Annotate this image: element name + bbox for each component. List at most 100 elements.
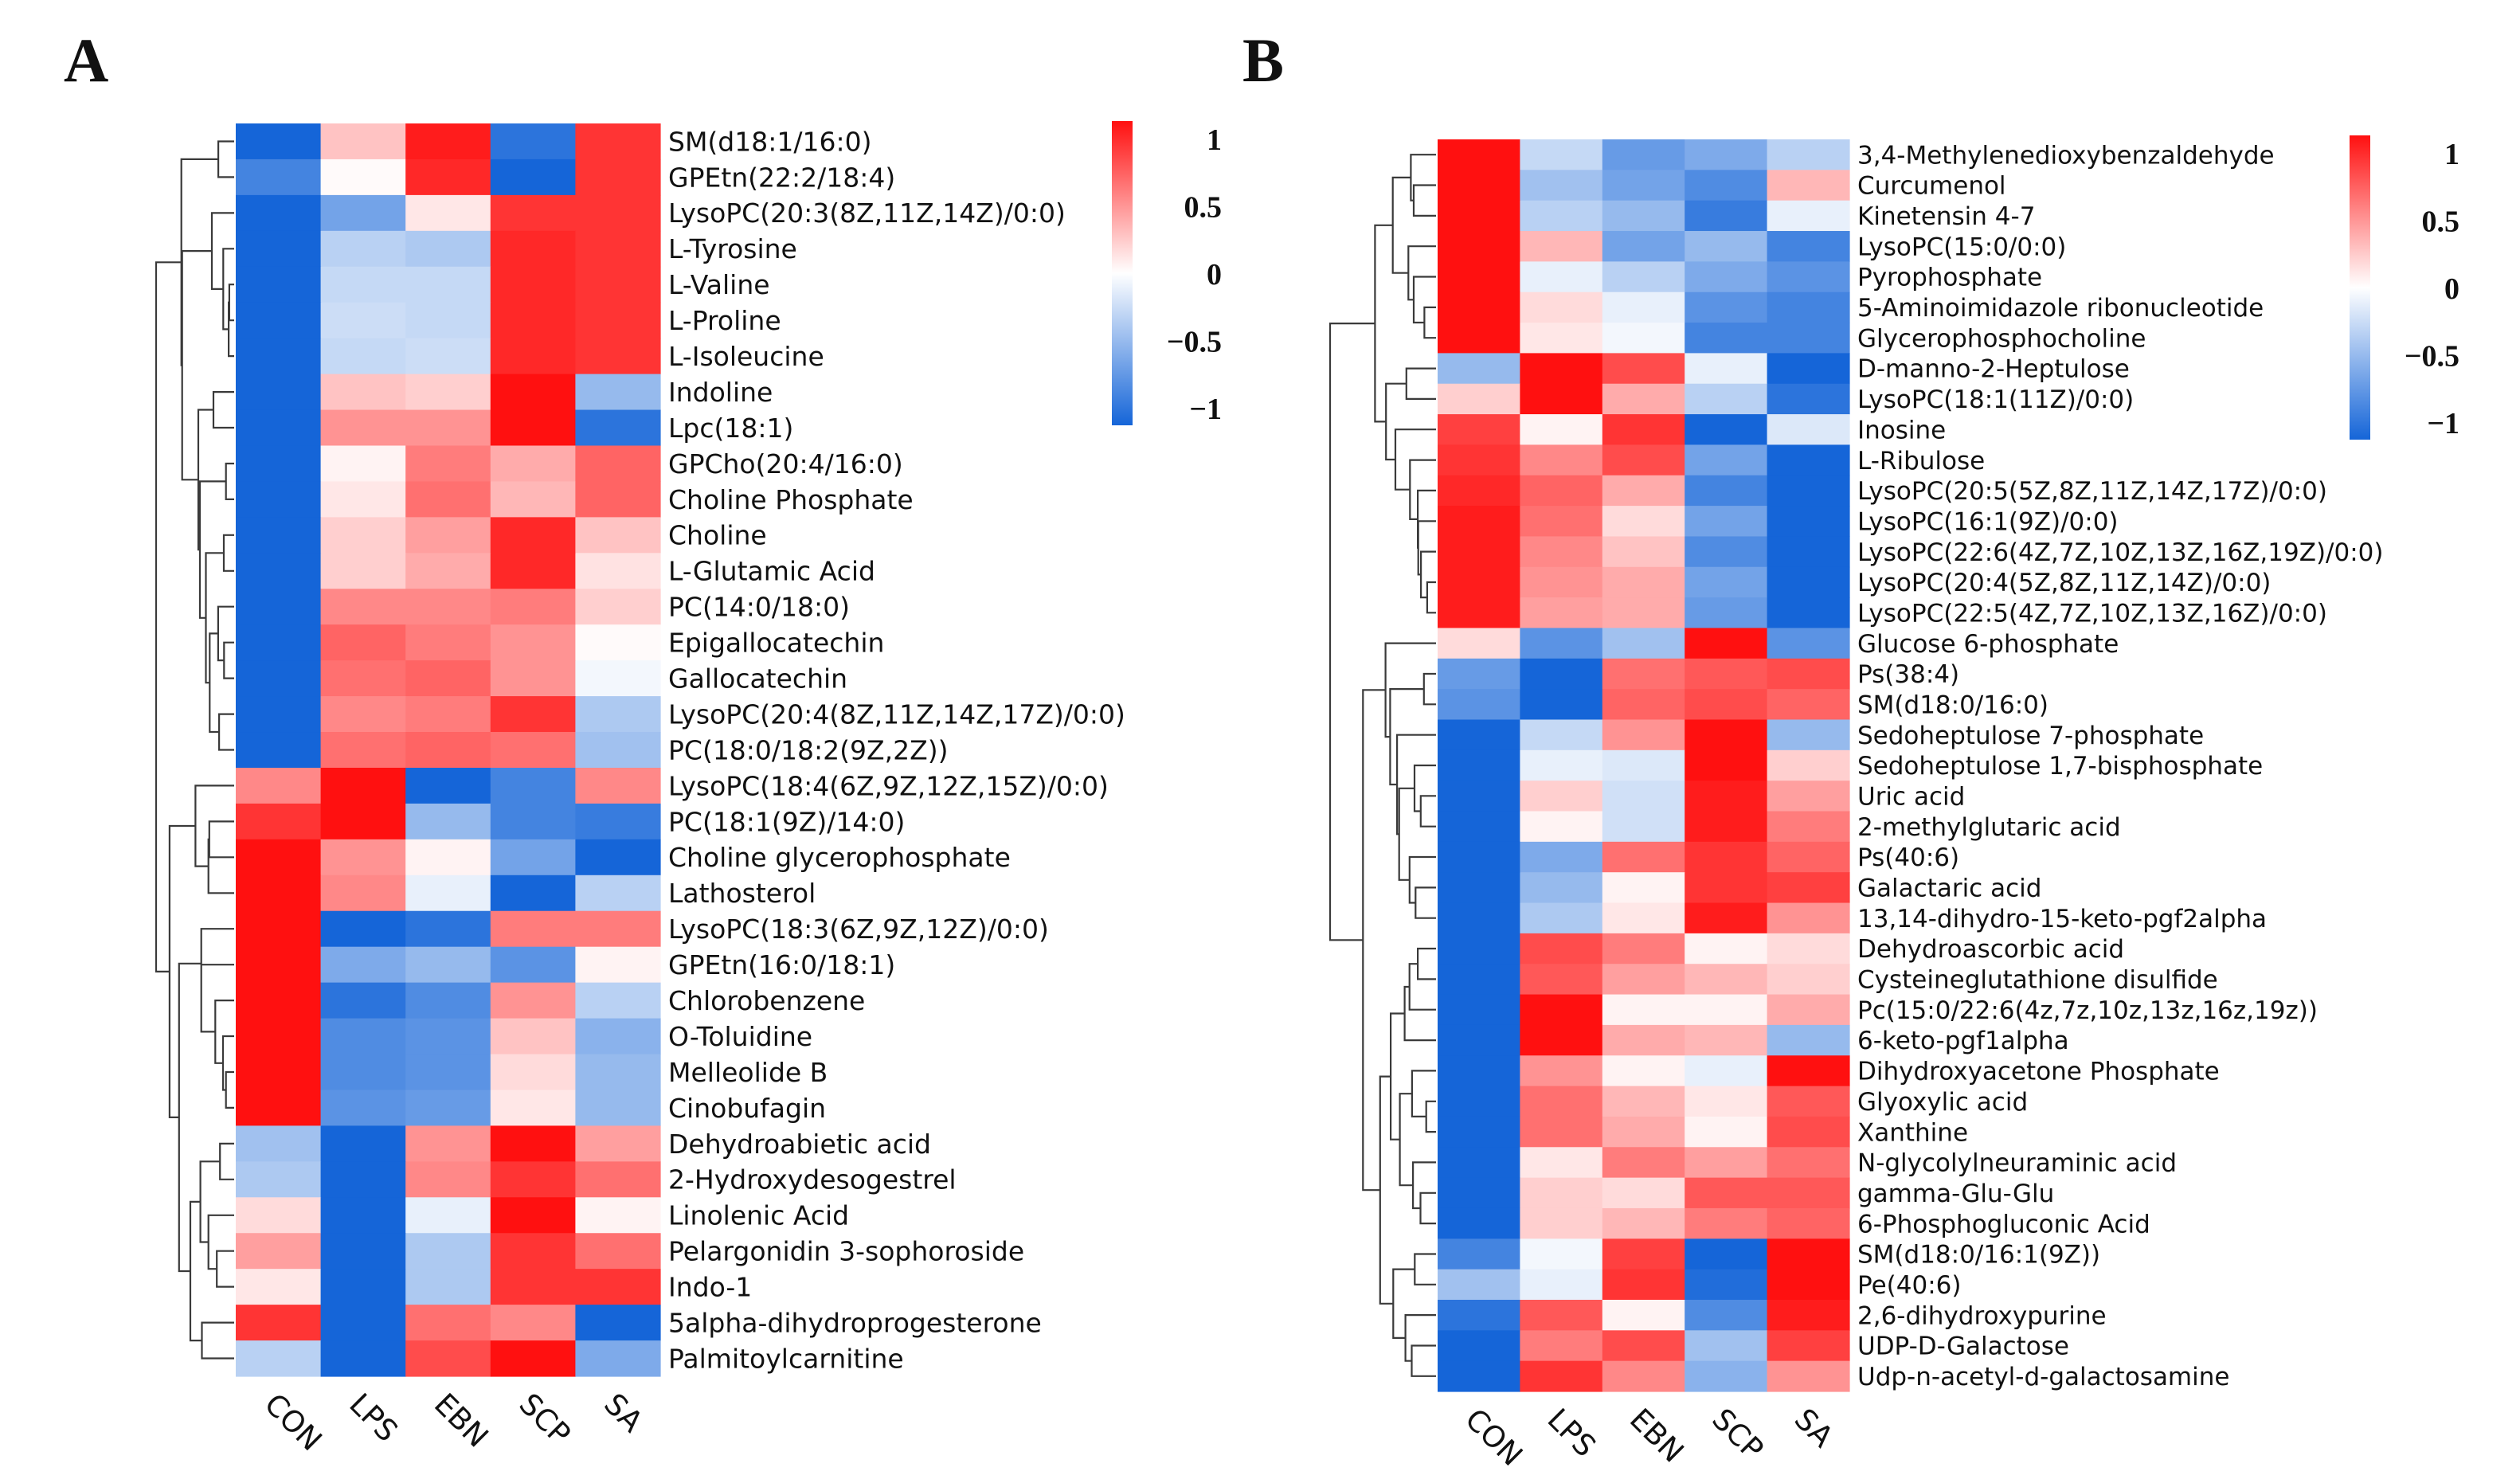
heatmap-cell-b-r7-c4 (1767, 353, 1850, 385)
heatmap-cell-b-r36-c4 (1767, 1238, 1850, 1270)
row-label-a-16: LysoPC(20:4(8Z,11Z,14Z,17Z)/0:0) (668, 698, 1125, 730)
heatmap-cell-a-r25-c4 (575, 1018, 661, 1055)
heatmap-cell-b-r31-c0 (1438, 1086, 1520, 1117)
row-label-a-4: L-Valine (668, 269, 770, 300)
row-label-b-35: 6-Phosphogluconic Acid (1857, 1210, 2150, 1238)
heatmap-cell-a-r31-c4 (575, 1233, 661, 1270)
heatmap-cell-a-r24-c4 (575, 982, 661, 1019)
heatmap-cell-b-r17-c4 (1767, 658, 1850, 690)
heatmap-cell-b-r36-c3 (1685, 1238, 1768, 1270)
heatmap-cell-a-r20-c2 (405, 839, 491, 876)
heatmap-cell-a-r26-c0 (236, 1054, 322, 1091)
row-label-b-29: 6-keto-pgf1alpha (1857, 1027, 2069, 1055)
heatmap-cell-a-r1-c4 (575, 158, 661, 196)
heatmap-cell-b-r21-c0 (1438, 781, 1520, 812)
panel-label-a: A (64, 25, 108, 95)
heatmap-cell-b-r32-c2 (1602, 1116, 1685, 1148)
row-label-b-16: Glucose 6-phosphate (1857, 630, 2119, 659)
heatmap-cell-a-r18-c0 (236, 767, 322, 804)
heatmap-cell-a-r23-c2 (405, 946, 491, 984)
heatmap-cell-b-r34-c2 (1602, 1177, 1685, 1209)
heatmap-cell-a-r24-c0 (236, 982, 322, 1019)
row-label-a-11: Choline (668, 520, 767, 551)
heatmap-cell-a-r26-c1 (320, 1054, 406, 1091)
heatmap-cell-a-r21-c4 (575, 875, 661, 912)
heatmap-cell-b-r27-c0 (1438, 964, 1520, 996)
heatmap-cell-a-r0-c2 (405, 123, 491, 160)
heatmap-cell-b-r1-c2 (1602, 170, 1685, 202)
heatmap-cell-b-r29-c3 (1685, 1024, 1768, 1056)
heatmap-cell-b-r11-c4 (1767, 475, 1850, 507)
heatmap-cell-a-r19-c4 (575, 803, 661, 840)
heatmap-cell-b-r35-c2 (1602, 1207, 1685, 1239)
row-label-b-21: Uric acid (1857, 783, 1965, 812)
heatmap-cell-a-r0-c4 (575, 123, 661, 160)
heatmap-cell-b-r7-c3 (1685, 353, 1768, 385)
column-label-a-scp: SCP (513, 1387, 577, 1451)
heatmap-cell-b-r23-c2 (1602, 841, 1685, 873)
heatmap-cell-b-r25-c0 (1438, 902, 1520, 934)
heatmap-cell-b-r22-c0 (1438, 811, 1520, 843)
row-label-a-23: GPEtn(16:0/18:1) (668, 949, 895, 980)
heatmap-cell-a-r34-c2 (405, 1340, 491, 1377)
heatmap-cell-b-r4-c0 (1438, 261, 1520, 293)
heatmap-cell-b-r34-c0 (1438, 1177, 1520, 1209)
heatmap-cell-a-r11-c3 (490, 517, 576, 554)
heatmap-cell-a-r19-c3 (490, 803, 576, 840)
heatmap-cell-b-r12-c1 (1520, 506, 1603, 538)
heatmap-cell-b-r21-c1 (1520, 781, 1603, 812)
heatmap-cell-b-r23-c1 (1520, 841, 1603, 873)
heatmap-cell-a-r14-c1 (320, 624, 406, 661)
row-label-a-20: Choline glycerophosphate (668, 842, 1011, 873)
heatmap-cell-a-r18-c3 (490, 767, 576, 804)
heatmap-cell-b-r14-c3 (1685, 566, 1768, 598)
heatmap-cell-b-r40-c1 (1520, 1360, 1603, 1392)
heatmap-cell-b-r37-c2 (1602, 1269, 1685, 1301)
row-label-a-31: Pelargonidin 3-sophoroside (668, 1236, 1024, 1267)
heatmap-cell-b-r2-c0 (1438, 200, 1520, 232)
heatmap-cell-a-r30-c4 (575, 1197, 661, 1234)
colorbar-tick-a-4: −1 (1189, 393, 1222, 426)
row-label-a-17: PC(18:0/18:2(9Z,2Z)) (668, 734, 948, 765)
heatmap-cell-b-r15-c3 (1685, 597, 1768, 629)
heatmap-cell-a-r0-c0 (236, 123, 322, 160)
heatmap-cell-b-r40-c4 (1767, 1360, 1850, 1392)
heatmap-cell-a-r12-c4 (575, 553, 661, 589)
heatmap-cell-a-r9-c1 (320, 445, 406, 483)
heatmap-cell-b-r28-c0 (1438, 994, 1520, 1026)
heatmap-cell-b-r3-c0 (1438, 231, 1520, 262)
heatmap-cell-a-r3-c4 (575, 230, 661, 268)
row-label-a-7: Indoline (668, 377, 773, 408)
heatmap-cell-a-r11-c2 (405, 517, 491, 554)
heatmap-cell-b-r24-c3 (1685, 872, 1768, 904)
heatmap-cell-a-r25-c0 (236, 1018, 322, 1055)
column-label-b-con: CON (1458, 1402, 1529, 1473)
row-label-b-12: LysoPC(16:1(9Z)/0:0) (1857, 507, 2119, 536)
heatmap-cell-a-r23-c3 (490, 946, 576, 984)
colorbar-tick-a-2: 0 (1207, 258, 1222, 292)
heatmap-cell-b-r4-c3 (1685, 261, 1768, 293)
heatmap-cell-a-r17-c3 (490, 732, 576, 769)
heatmap-cell-a-r4-c3 (490, 266, 576, 303)
heatmap-cell-b-r19-c1 (1520, 719, 1603, 751)
row-label-b-34: gamma-Glu-Glu (1857, 1180, 2054, 1208)
heatmap-cell-a-r12-c0 (236, 553, 322, 589)
heatmap-cell-a-r8-c2 (405, 409, 491, 447)
heatmap-cell-b-r19-c3 (1685, 719, 1768, 751)
heatmap-cell-b-r37-c4 (1767, 1269, 1850, 1301)
heatmap-cell-a-r22-c2 (405, 910, 491, 948)
heatmap-cell-b-r38-c1 (1520, 1299, 1603, 1331)
heatmap-cell-a-r14-c4 (575, 624, 661, 661)
heatmap-cell-a-r2-c1 (320, 194, 406, 232)
row-label-b-26: Dehydroascorbic acid (1857, 935, 2124, 964)
row-label-a-3: L-Tyrosine (668, 233, 797, 264)
column-label-b-ebn: EBN (1623, 1402, 1690, 1469)
row-label-a-34: Palmitoylcarnitine (668, 1343, 904, 1374)
heatmap-cell-b-r39-c2 (1602, 1330, 1685, 1362)
heatmap-cell-a-r13-c3 (490, 589, 576, 625)
heatmap-cell-b-r37-c3 (1685, 1269, 1768, 1301)
heatmap-cell-a-r34-c0 (236, 1340, 322, 1377)
row-label-a-15: Gallocatechin (668, 663, 847, 694)
row-label-b-20: Sedoheptulose 1,7-bisphosphate (1857, 752, 2263, 781)
